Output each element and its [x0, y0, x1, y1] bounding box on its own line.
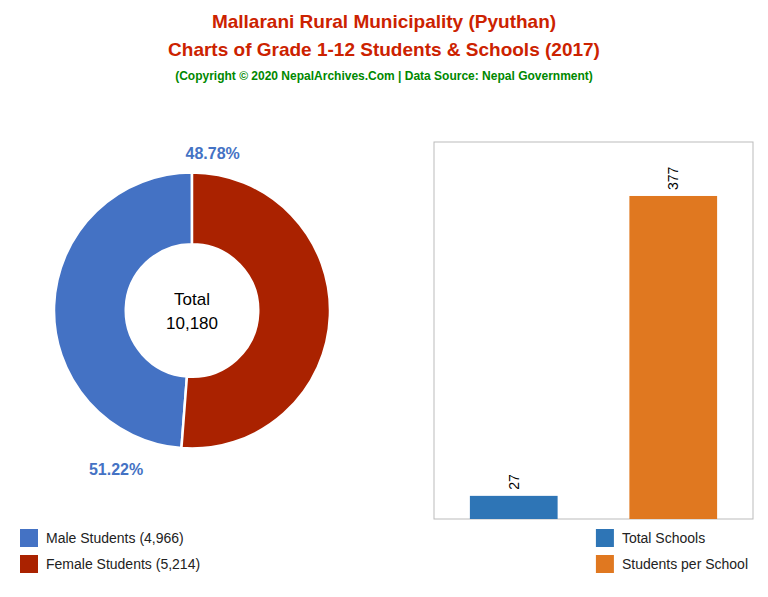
center-label: 10,180: [166, 314, 218, 333]
title: Charts of Grade 1-12 Students & Schools …: [168, 39, 600, 60]
legend-label: Male Students (4,966): [46, 530, 184, 546]
data-label: 27: [506, 474, 522, 490]
subtitle: (Copyright © 2020 NepalArchives.Com | Da…: [175, 69, 593, 83]
legend-swatch: [20, 555, 38, 573]
data-label: 48.78%: [186, 145, 240, 162]
chart-root: Mallarani Rural Municipality (Pyuthan) Ch…: [0, 0, 768, 597]
legend: Total Schools Students per School: [596, 529, 748, 573]
slices: [54, 173, 330, 449]
bar: [629, 196, 717, 519]
legend-swatch: [596, 529, 614, 547]
data-label: 51.22%: [89, 461, 143, 478]
legend-swatch: [596, 555, 614, 573]
bars: [470, 196, 717, 519]
legend-swatch: [20, 529, 38, 547]
background: [0, 0, 768, 597]
bar: [470, 496, 558, 519]
slice: [181, 173, 330, 449]
legend-label: Students per School: [622, 556, 748, 572]
center-label: Total: [174, 290, 210, 309]
legend: Male Students (4,966) Female Students (5,…: [20, 529, 200, 573]
slice: [54, 173, 192, 449]
data-label: 377: [665, 166, 681, 190]
plot-frame: [434, 142, 753, 519]
legend-label: Female Students (5,214): [46, 556, 200, 572]
legend-label: Total Schools: [622, 530, 705, 546]
title: Mallarani Rural Municipality (Pyuthan): [212, 11, 556, 32]
